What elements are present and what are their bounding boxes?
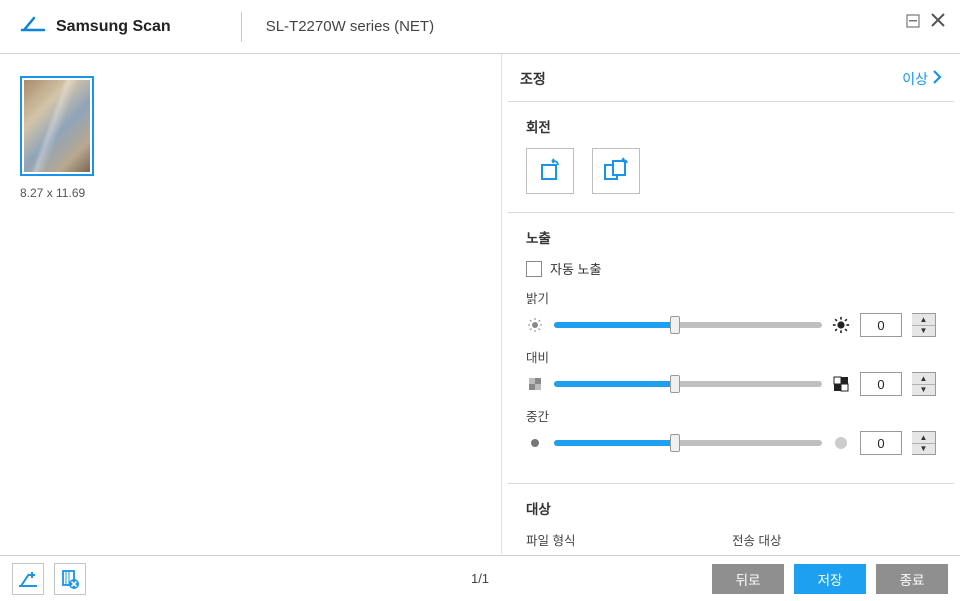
thumbnail-image	[24, 80, 90, 172]
exposure-section: 노출 자동 노출 밝기	[508, 212, 954, 483]
save-button[interactable]: 저장	[794, 564, 866, 594]
contrast-high-icon	[832, 375, 850, 393]
midtone-spinner[interactable]: ▲▼	[912, 431, 936, 455]
brightness-low-icon	[526, 316, 544, 334]
back-button[interactable]: 뒤로	[712, 564, 784, 594]
spinner-up-icon[interactable]: ▲	[912, 373, 935, 385]
contrast-row: 0 ▲▼	[526, 372, 936, 396]
spinner-down-icon[interactable]: ▼	[912, 444, 935, 455]
rotate-title: 회전	[526, 116, 936, 136]
contrast-value[interactable]: 0	[860, 372, 902, 396]
destination-section: 대상 파일 형식 JPEG 전송 대상 로컬 또는 네트워크 폴더	[508, 483, 954, 554]
adjust-panel: 조정 이상 회전	[502, 54, 960, 554]
window-controls	[906, 12, 946, 31]
delete-scan-button[interactable]	[54, 563, 86, 595]
midtone-label: 중간	[526, 406, 936, 425]
brightness-slider[interactable]	[554, 321, 822, 329]
exit-button[interactable]: 종료	[876, 564, 948, 594]
rotate-right-button[interactable]	[592, 148, 640, 194]
chevron-right-icon	[932, 68, 942, 89]
add-scan-button[interactable]	[12, 563, 44, 595]
midtone-row: 0 ▲▼	[526, 431, 936, 455]
more-label: 이상	[902, 69, 928, 89]
contrast-spinner[interactable]: ▲▼	[912, 372, 936, 396]
auto-exposure-checkbox[interactable]	[526, 261, 542, 277]
brightness-row: 0 ▲▼	[526, 313, 936, 337]
spinner-down-icon[interactable]: ▼	[912, 326, 935, 337]
preview-pane: 8.27 x 11.69	[0, 54, 502, 554]
destination-title: 대상	[526, 498, 936, 518]
close-icon[interactable]	[930, 12, 946, 31]
file-format-label: 파일 형식	[526, 530, 714, 549]
spinner-up-icon[interactable]: ▲	[912, 314, 935, 326]
midtone-high-icon	[832, 434, 850, 452]
more-link[interactable]: 이상	[902, 68, 942, 89]
brightness-value[interactable]: 0	[860, 313, 902, 337]
contrast-low-icon	[526, 375, 544, 393]
midtone-value[interactable]: 0	[860, 431, 902, 455]
send-dest-label: 전송 대상	[732, 530, 942, 549]
brightness-high-icon	[832, 316, 850, 334]
scanner-logo-icon	[20, 16, 46, 37]
device-name: SL-T2270W series (NET)	[266, 18, 434, 35]
auto-exposure-row[interactable]: 자동 노출	[526, 259, 936, 278]
minimize-icon[interactable]	[906, 13, 920, 31]
contrast-slider[interactable]	[554, 380, 822, 388]
rotate-left-button[interactable]	[526, 148, 574, 194]
exposure-title: 노출	[526, 227, 936, 247]
thumbnail-dimensions: 8.27 x 11.69	[20, 186, 481, 200]
rotate-section: 회전	[508, 101, 954, 212]
footer-bar: 1/1 뒤로 저장 종료	[0, 555, 960, 601]
midtone-slider[interactable]	[554, 439, 822, 447]
adjust-header: 조정 이상	[502, 54, 960, 101]
adjust-title: 조정	[520, 69, 546, 89]
auto-exposure-label: 자동 노출	[550, 259, 601, 278]
titlebar: Samsung Scan SL-T2270W series (NET)	[0, 0, 960, 54]
titlebar-divider	[241, 12, 242, 42]
page-indicator: 1/1	[471, 571, 489, 586]
spinner-up-icon[interactable]: ▲	[912, 432, 935, 444]
midtone-low-icon	[526, 434, 544, 452]
brightness-label: 밝기	[526, 288, 936, 307]
spinner-down-icon[interactable]: ▼	[912, 385, 935, 396]
app-title: Samsung Scan	[56, 18, 171, 36]
brightness-spinner[interactable]: ▲▼	[912, 313, 936, 337]
scan-thumbnail[interactable]	[20, 76, 94, 176]
contrast-label: 대비	[526, 347, 936, 366]
content-area: 8.27 x 11.69 조정 이상 회전	[0, 54, 960, 554]
